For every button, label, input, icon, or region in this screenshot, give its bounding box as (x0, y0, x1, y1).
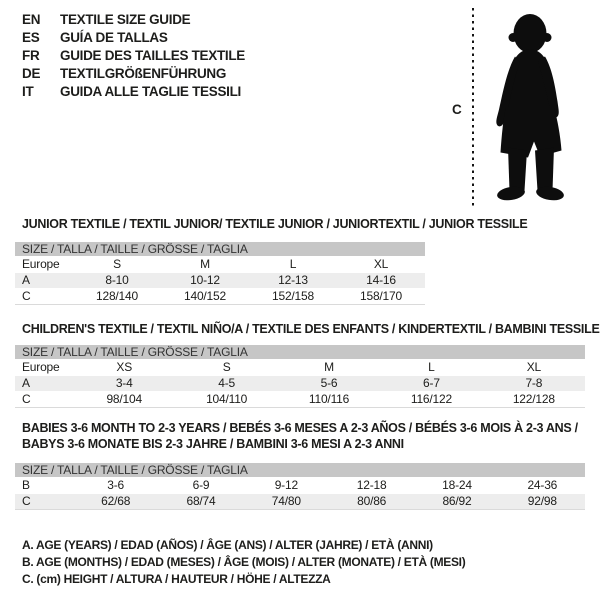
language-row-fr: FR GUIDE DES TAILLES TEXTILE (22, 47, 245, 65)
height-cell: 128/140 (96, 289, 138, 303)
height-cell: 116/122 (410, 392, 452, 406)
language-row-de: DE TEXTILGRÖßENFÜHRUNG (22, 65, 245, 83)
language-title: GUÍA DE TALLAS (60, 30, 168, 45)
height-cell: 62/68 (101, 494, 131, 508)
language-list: EN TEXTILE SIZE GUIDE ES GUÍA DE TALLAS … (22, 11, 245, 101)
table-row-height: C 62/68 68/74 74/80 80/86 86/92 92/98 (15, 493, 585, 509)
row-label: C (22, 392, 31, 406)
children-section-title: CHILDREN'S TEXTILE / TEXTIL NIÑO/A / TEX… (22, 322, 600, 336)
language-code: FR (22, 48, 40, 63)
age-cell: 12-13 (278, 273, 308, 287)
language-code: IT (22, 84, 34, 99)
table-row-age: A 8-10 10-12 12-13 14-16 (15, 272, 425, 288)
size-cell: S (222, 360, 231, 374)
age-cell: 10-12 (190, 273, 220, 287)
table-row-europe: Europe S M L XL (15, 256, 425, 272)
row-label: Europe (22, 360, 60, 374)
language-code: EN (22, 12, 41, 27)
months-cell: 6-9 (192, 478, 210, 492)
height-cell: 74/80 (271, 494, 301, 508)
row-label: A (22, 273, 30, 287)
age-cell: 5-6 (320, 376, 338, 390)
language-row-it: IT GUIDA ALLE TAGLIE TESSILI (22, 83, 245, 101)
age-cell: 4-5 (218, 376, 235, 390)
age-cell: 6-7 (423, 376, 440, 390)
children-size-table: SIZE / TALLA / TAILLE / GRÖSSE / TAGLIA … (15, 345, 585, 408)
language-title: TEXTILE SIZE GUIDE (60, 12, 191, 27)
age-cell: 7-8 (525, 376, 543, 390)
junior-section-title: JUNIOR TEXTILE / TEXTIL JUNIOR/ TEXTILE … (22, 217, 528, 231)
language-title: GUIDE DES TAILLES TEXTILE (60, 48, 246, 63)
junior-size-table: SIZE / TALLA / TAILLE / GRÖSSE / TAGLIA … (15, 242, 425, 305)
size-cell: L (289, 257, 297, 271)
months-cell: 3-6 (107, 478, 125, 492)
size-cell: XS (116, 360, 132, 374)
table-row-months: B 3-6 6-9 9-12 12-18 18-24 24-36 (15, 477, 585, 493)
footnote-a: A. AGE (YEARS) / EDAD (AÑOS) / ÂGE (ANS)… (22, 538, 433, 552)
language-row-es: ES GUÍA DE TALLAS (22, 29, 245, 47)
height-cell: 158/170 (360, 289, 402, 303)
age-cell: 3-4 (115, 376, 133, 390)
language-row-en: EN TEXTILE SIZE GUIDE (22, 11, 245, 29)
height-cell: 110/116 (308, 392, 350, 406)
months-cell: 18-24 (442, 478, 472, 492)
table-row-height: C 128/140 140/152 152/158 158/170 (15, 288, 425, 304)
height-cell: 98/104 (106, 392, 142, 406)
footnote-c: C. (cm) HEIGHT / ALTURA / HAUTEUR / HÖHE… (22, 572, 331, 586)
language-code: DE (22, 66, 41, 81)
size-header-bar: SIZE / TALLA / TAILLE / GRÖSSE / TAGLIA (15, 345, 585, 359)
table-row-age: A 3-4 4-5 5-6 6-7 7-8 (15, 375, 585, 391)
footnotes: A. AGE (YEARS) / EDAD (AÑOS) / ÂGE (ANS)… (22, 537, 466, 588)
size-cell: XL (526, 360, 541, 374)
toddler-silhouette-icon (496, 14, 564, 201)
row-label: A (22, 376, 30, 390)
babies-section-title-line1: BABIES 3-6 MONTH TO 2-3 YEARS / BEBÉS 3-… (22, 421, 578, 435)
table-row-height: C 98/104 104/110 110/116 116/122 122/128 (15, 391, 585, 407)
age-cell: 8-10 (105, 273, 129, 287)
age-cell: 14-16 (366, 273, 396, 287)
height-cell: 80/86 (357, 494, 387, 508)
babies-section-title-line2: BABYS 3-6 MONATE BIS 2-3 JAHRE / BAMBINI… (22, 437, 404, 451)
months-cell: 9-12 (274, 478, 298, 492)
height-cell: 122/128 (512, 392, 555, 406)
months-cell: 24-36 (527, 478, 558, 492)
size-header-bar: SIZE / TALLA / TAILLE / GRÖSSE / TAGLIA (15, 463, 585, 477)
babies-size-table: SIZE / TALLA / TAILLE / GRÖSSE / TAGLIA … (15, 463, 585, 510)
row-label: C (22, 494, 31, 508)
size-cell: XL (373, 257, 389, 271)
row-label: C (22, 289, 31, 303)
row-label: B (22, 478, 30, 492)
measure-label-c: C (452, 102, 462, 117)
height-cell: 68/74 (186, 494, 216, 508)
height-measure-line (472, 8, 474, 208)
size-header-bar: SIZE / TALLA / TAILLE / GRÖSSE / TAGLIA (15, 242, 425, 256)
table-row-europe: Europe XS S M L XL (15, 359, 585, 375)
height-cell: 86/92 (442, 494, 472, 508)
size-cell: S (113, 257, 121, 271)
height-cell: 104/110 (206, 392, 248, 406)
months-cell: 12-18 (356, 478, 387, 492)
language-code: ES (22, 30, 40, 45)
height-cell: 92/98 (527, 494, 557, 508)
size-cell: M (324, 360, 334, 374)
size-cell: M (200, 257, 210, 271)
row-label: Europe (22, 257, 60, 271)
footnote-b: B. AGE (MONTHS) / EDAD (MESES) / ÂGE (MO… (22, 555, 466, 569)
size-cell: L (428, 360, 435, 374)
height-cell: 140/152 (184, 289, 226, 303)
height-cell: 152/158 (272, 289, 314, 303)
language-title: GUIDA ALLE TAGLIE TESSILI (60, 84, 241, 99)
language-title: TEXTILGRÖßENFÜHRUNG (60, 66, 227, 81)
